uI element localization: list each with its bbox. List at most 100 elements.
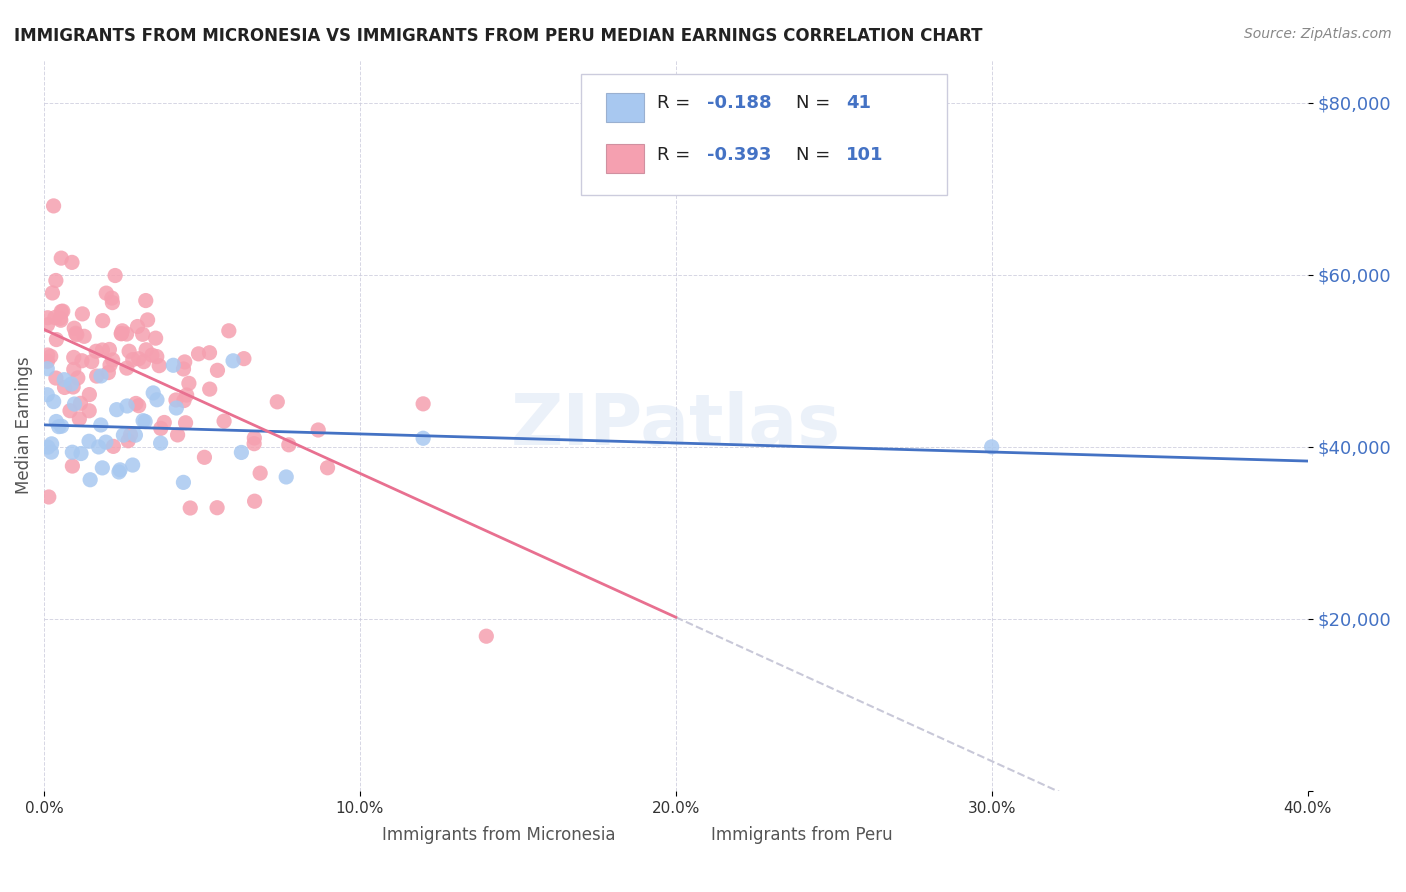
Point	[115, 326, 138, 341]
Point	[37, 318, 59, 332]
Point	[97, 366, 120, 380]
Point	[135, 343, 157, 357]
Point	[37, 354, 59, 368]
Point	[173, 393, 195, 408]
Point	[412, 397, 434, 411]
Point	[115, 399, 138, 413]
Point	[41, 445, 63, 459]
Point	[37, 361, 59, 376]
Point	[67, 412, 90, 426]
Point	[94, 435, 117, 450]
Point	[60, 458, 83, 473]
Point	[39, 349, 62, 363]
Point	[45, 333, 67, 347]
Point	[162, 358, 184, 372]
Point	[218, 324, 240, 338]
Point	[108, 465, 131, 479]
Text: N =: N =	[796, 145, 835, 164]
Point	[141, 348, 163, 362]
Point	[142, 385, 165, 400]
Point	[177, 376, 200, 391]
Point	[59, 403, 82, 417]
Point	[232, 351, 254, 366]
Point	[207, 363, 229, 377]
Point	[475, 629, 498, 643]
Point	[66, 371, 89, 385]
Point	[63, 321, 86, 335]
Point	[128, 351, 150, 366]
Text: R =: R =	[657, 95, 696, 112]
Point	[69, 396, 91, 410]
Point	[45, 371, 67, 385]
Point	[127, 319, 149, 334]
Point	[60, 377, 83, 392]
Text: IMMIGRANTS FROM MICRONESIA VS IMMIGRANTS FROM PERU MEDIAN EARNINGS CORRELATION C: IMMIGRANTS FROM MICRONESIA VS IMMIGRANTS…	[14, 27, 983, 45]
Point	[172, 475, 194, 490]
Point	[101, 295, 124, 310]
FancyBboxPatch shape	[682, 821, 733, 846]
Point	[51, 304, 73, 318]
Point	[153, 416, 176, 430]
Text: -0.188: -0.188	[707, 95, 772, 112]
Point	[115, 361, 138, 376]
Point	[118, 344, 141, 359]
Point	[165, 401, 187, 415]
Point	[49, 311, 72, 326]
Point	[132, 414, 155, 428]
Point	[84, 344, 107, 359]
Point	[132, 354, 155, 368]
Point	[131, 327, 153, 342]
Point	[187, 347, 209, 361]
FancyBboxPatch shape	[581, 74, 948, 195]
Point	[66, 327, 89, 342]
Point	[110, 326, 132, 341]
Point	[243, 436, 266, 450]
FancyBboxPatch shape	[606, 144, 644, 173]
Point	[79, 473, 101, 487]
Point	[37, 440, 59, 454]
Point	[60, 445, 83, 459]
Point	[37, 310, 59, 325]
Point	[222, 353, 245, 368]
Point	[98, 343, 121, 357]
Y-axis label: Median Earnings: Median Earnings	[15, 357, 32, 494]
Point	[51, 251, 73, 265]
Text: N =: N =	[796, 95, 835, 112]
Point	[90, 417, 112, 432]
Point	[41, 437, 63, 451]
Point	[205, 500, 228, 515]
Point	[276, 470, 298, 484]
Point	[70, 353, 93, 368]
Point	[149, 436, 172, 450]
Point	[104, 268, 127, 283]
Point	[62, 362, 84, 376]
Point	[112, 428, 135, 442]
Point	[72, 307, 94, 321]
Point	[243, 431, 266, 445]
Text: ZIPatlas: ZIPatlas	[510, 391, 841, 460]
Point	[176, 388, 198, 402]
Point	[49, 313, 72, 327]
Point	[148, 359, 170, 373]
Point	[172, 362, 194, 376]
Point	[166, 428, 188, 442]
Point	[45, 415, 67, 429]
FancyBboxPatch shape	[385, 821, 436, 846]
Point	[60, 255, 83, 269]
Point	[243, 494, 266, 508]
Point	[173, 355, 195, 369]
Point	[307, 423, 329, 437]
Point	[103, 439, 125, 453]
Point	[121, 352, 143, 367]
Point	[44, 310, 66, 325]
Point	[48, 419, 70, 434]
Point	[91, 343, 114, 357]
Point	[101, 353, 124, 368]
Point	[42, 199, 65, 213]
Point	[249, 466, 271, 480]
Point	[149, 421, 172, 435]
Point	[79, 387, 101, 401]
Point	[37, 388, 59, 402]
Point	[198, 382, 221, 396]
Point	[193, 450, 215, 465]
